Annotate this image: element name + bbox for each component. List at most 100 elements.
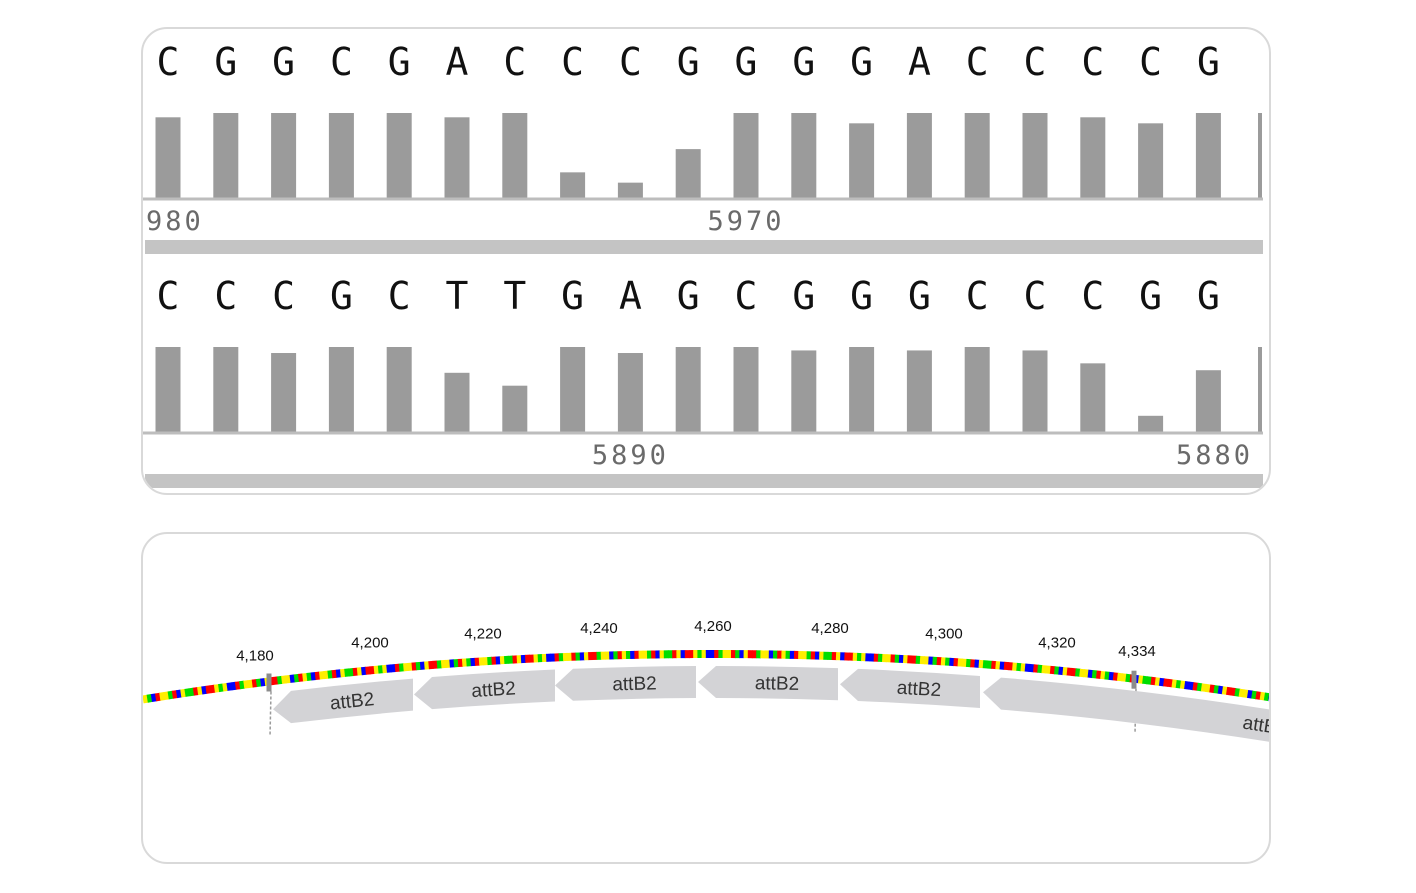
quality-bar: [1138, 415, 1164, 433]
base-call[interactable]: C: [966, 40, 989, 84]
base-call[interactable]: A: [908, 40, 931, 84]
base-call[interactable]: C: [619, 40, 642, 84]
feature-arrow[interactable]: [983, 677, 1269, 755]
base-segment: [1242, 689, 1249, 698]
base-segment: [1091, 670, 1098, 679]
base-call[interactable]: G: [677, 274, 700, 318]
quality-bar: [964, 113, 990, 199]
base-call[interactable]: G: [850, 40, 873, 84]
base-call[interactable]: C: [388, 274, 411, 318]
feature-arrow[interactable]: [273, 678, 413, 724]
base-segment: [297, 673, 304, 682]
base-call[interactable]: C: [330, 40, 353, 84]
quality-bar: [1080, 363, 1106, 433]
base-segment: [1230, 687, 1237, 697]
base-segment: [188, 687, 195, 697]
row-scrollbar[interactable]: [145, 240, 1263, 254]
base-call[interactable]: G: [388, 40, 411, 84]
base-segment: [184, 688, 191, 697]
base-segment: [1234, 688, 1241, 697]
circular-map-view[interactable]: 4,180 4,200 4,220 4,240 4,260 4,280 4,300 4,320…: [143, 534, 1269, 862]
base-call[interactable]: T: [503, 274, 526, 318]
quality-bar: [328, 347, 354, 433]
quality-bar: [213, 113, 239, 199]
base-segment: [1200, 683, 1207, 692]
base-call[interactable]: G: [1197, 40, 1220, 84]
base-segment: [1167, 678, 1174, 688]
base-segment: [1221, 686, 1228, 695]
base-call[interactable]: G: [1139, 274, 1162, 318]
base-segment: [1196, 682, 1203, 692]
base-call[interactable]: C: [157, 274, 180, 318]
quality-bar: [1195, 370, 1221, 433]
base-call[interactable]: G: [792, 274, 815, 318]
plasmid-map-panel[interactable]: 4,180 4,200 4,220 4,240 4,260 4,280 4,300 4,320…: [141, 532, 1271, 864]
feature-arrow[interactable]: [555, 666, 696, 701]
base-call[interactable]: T: [446, 274, 469, 318]
quality-bar: [560, 347, 586, 433]
base-segment: [1150, 676, 1157, 686]
feature-label: attB2: [612, 673, 657, 695]
base-segment: [243, 680, 250, 689]
feature-attb2[interactable]: attB2: [698, 666, 838, 701]
base-call[interactable]: G: [272, 40, 295, 84]
feature-attb2[interactable]: attB2: [555, 666, 696, 701]
base-call[interactable]: G: [908, 274, 931, 318]
position-tick: 4,280: [811, 620, 849, 637]
quality-bar: [1022, 350, 1048, 433]
feature-attb2[interactable]: attB2: [414, 669, 555, 710]
base-segment: [1104, 671, 1111, 680]
row-scrollbar[interactable]: [145, 474, 1263, 488]
base-call[interactable]: C: [503, 40, 526, 84]
feature-attb2[interactable]: attB2: [273, 678, 413, 724]
base-segment: [1158, 677, 1165, 687]
base-call[interactable]: C: [272, 274, 295, 318]
base-segment: [285, 674, 292, 684]
base-call[interactable]: G: [735, 40, 758, 84]
base-segment: [176, 689, 182, 699]
base-call[interactable]: A: [619, 274, 642, 318]
base-segment: [1121, 673, 1127, 682]
base-call[interactable]: C: [966, 274, 989, 318]
base-call[interactable]: A: [446, 40, 469, 84]
base-call[interactable]: C: [1024, 40, 1047, 84]
base-call[interactable]: G: [214, 40, 237, 84]
base-segment: [1188, 681, 1195, 691]
base-segment: [281, 675, 287, 684]
base-call[interactable]: G: [1197, 274, 1220, 318]
base-call[interactable]: C: [735, 274, 758, 318]
feature-arrow[interactable]: [698, 666, 838, 701]
base-call[interactable]: G: [677, 40, 700, 84]
quality-bar: [675, 149, 701, 199]
quality-bar: [1080, 117, 1106, 199]
feature-arrow[interactable]: [414, 669, 555, 710]
base-segment: [154, 692, 162, 702]
base-call[interactable]: C: [1081, 274, 1104, 318]
base-segment: [1184, 681, 1190, 690]
sequence-trace-panel[interactable]: C G G C G A C C C G G G G A C C C C G 980 5970 C C C G C T T G A G C G G G…: [141, 27, 1271, 495]
base-segment: [1175, 679, 1182, 689]
base-call[interactable]: G: [330, 274, 353, 318]
base-segment: [1154, 677, 1161, 686]
base-call[interactable]: G: [561, 274, 584, 318]
base-call[interactable]: C: [561, 40, 584, 84]
base-segment: [201, 685, 208, 695]
base-call[interactable]: G: [850, 274, 873, 318]
base-call[interactable]: C: [1024, 274, 1047, 318]
feature-attb2[interactable]: attB2: [840, 668, 980, 709]
base-segment: [1192, 682, 1199, 691]
base-call[interactable]: C: [1139, 40, 1162, 84]
feature-attb2[interactable]: attB2: [983, 677, 1269, 755]
base-call[interactable]: C: [1081, 40, 1104, 84]
position-label: 5880: [1176, 440, 1253, 471]
sequence-color-strip[interactable]: [143, 649, 1269, 704]
base-call[interactable]: G: [792, 40, 815, 84]
base-call[interactable]: C: [214, 274, 237, 318]
feature-label: attB2: [329, 689, 375, 714]
feature-arrow[interactable]: [840, 668, 980, 709]
base-call[interactable]: C: [157, 40, 180, 84]
base-segment: [1247, 689, 1253, 699]
quality-bar: [617, 182, 643, 199]
base-segment: [192, 687, 199, 696]
